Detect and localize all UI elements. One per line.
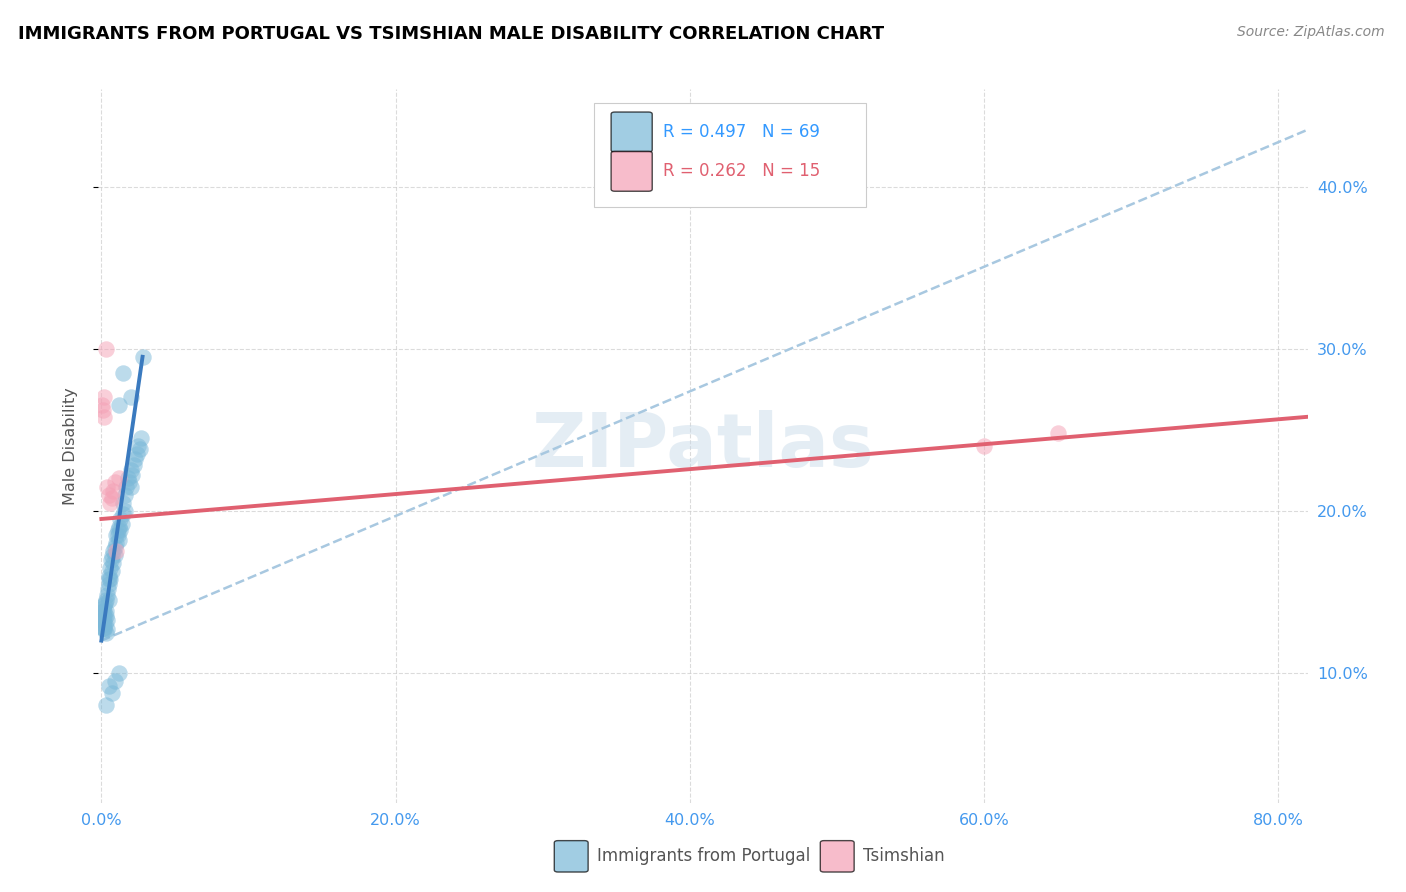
Point <box>94 617 117 632</box>
Point <box>96 622 118 636</box>
Point <box>93 621 115 635</box>
Point <box>107 524 129 538</box>
Point <box>91 399 114 413</box>
Point <box>93 609 115 624</box>
Point <box>105 528 128 542</box>
Text: Tsimshian: Tsimshian <box>863 847 945 865</box>
Point <box>96 613 118 627</box>
FancyBboxPatch shape <box>612 112 652 152</box>
Point <box>100 549 122 564</box>
Point <box>96 588 118 602</box>
Point <box>97 577 120 591</box>
Point <box>93 604 115 618</box>
Point <box>97 679 120 693</box>
Point <box>93 613 115 627</box>
Point <box>96 479 118 493</box>
Point <box>127 439 149 453</box>
Point <box>124 452 146 467</box>
Y-axis label: Male Disability: Male Disability <box>63 387 77 505</box>
Point <box>131 350 153 364</box>
FancyBboxPatch shape <box>595 103 866 207</box>
Text: R = 0.262   N = 15: R = 0.262 N = 15 <box>664 162 820 180</box>
Point <box>94 698 117 713</box>
Text: R = 0.497   N = 69: R = 0.497 N = 69 <box>664 123 820 141</box>
Point <box>108 533 131 547</box>
Point <box>98 572 121 586</box>
Point <box>104 674 127 689</box>
Point <box>120 390 142 404</box>
Point <box>91 609 114 624</box>
Point <box>120 463 142 477</box>
Point <box>108 399 131 413</box>
Point <box>93 598 115 612</box>
Point <box>105 536 128 550</box>
Point <box>97 593 120 607</box>
Point <box>94 593 117 607</box>
Point <box>94 604 117 618</box>
Point <box>120 479 142 493</box>
Point <box>105 544 128 558</box>
Point <box>101 556 124 570</box>
Point <box>110 512 132 526</box>
Point <box>112 507 135 521</box>
FancyBboxPatch shape <box>554 840 588 872</box>
Point <box>108 666 131 681</box>
Point <box>101 484 124 499</box>
Point <box>129 431 152 445</box>
Text: Source: ZipAtlas.com: Source: ZipAtlas.com <box>1237 25 1385 39</box>
Point <box>128 442 150 457</box>
Point <box>121 468 143 483</box>
Point <box>98 572 121 586</box>
Point <box>104 548 127 562</box>
Point <box>114 504 136 518</box>
Point <box>93 409 115 424</box>
Point <box>98 496 121 510</box>
Point <box>97 568 120 582</box>
Point <box>112 366 135 380</box>
Point <box>97 488 120 502</box>
Point <box>100 491 122 505</box>
Point <box>94 342 117 356</box>
Point <box>91 614 114 628</box>
Point <box>122 458 145 473</box>
Point <box>104 475 127 489</box>
Text: ZIPatlas: ZIPatlas <box>531 409 875 483</box>
Point <box>91 601 114 615</box>
Point <box>125 447 148 461</box>
Point <box>91 403 114 417</box>
Point <box>100 685 122 699</box>
Point <box>93 596 115 610</box>
FancyBboxPatch shape <box>820 840 855 872</box>
Point <box>100 564 122 578</box>
Point <box>91 617 114 632</box>
Point <box>107 528 129 542</box>
Point <box>1046 425 1069 440</box>
Point <box>104 540 127 554</box>
Point <box>91 604 114 618</box>
Point <box>96 582 118 596</box>
Point <box>108 471 131 485</box>
Point <box>94 625 117 640</box>
Point <box>108 520 131 534</box>
Text: Immigrants from Portugal: Immigrants from Portugal <box>596 847 810 865</box>
Point <box>91 621 114 635</box>
Point <box>93 390 115 404</box>
Point <box>973 439 995 453</box>
Point <box>101 544 124 558</box>
Point <box>111 516 134 531</box>
Point <box>115 479 138 493</box>
Point <box>117 471 139 485</box>
Point <box>94 609 117 624</box>
Point <box>98 560 121 574</box>
Point <box>110 524 132 538</box>
Point <box>100 552 122 566</box>
FancyBboxPatch shape <box>612 152 652 191</box>
Point <box>114 488 136 502</box>
Point <box>118 475 141 489</box>
Point <box>112 496 135 510</box>
Point <box>93 622 115 636</box>
Text: IMMIGRANTS FROM PORTUGAL VS TSIMSHIAN MALE DISABILITY CORRELATION CHART: IMMIGRANTS FROM PORTUGAL VS TSIMSHIAN MA… <box>18 25 884 43</box>
